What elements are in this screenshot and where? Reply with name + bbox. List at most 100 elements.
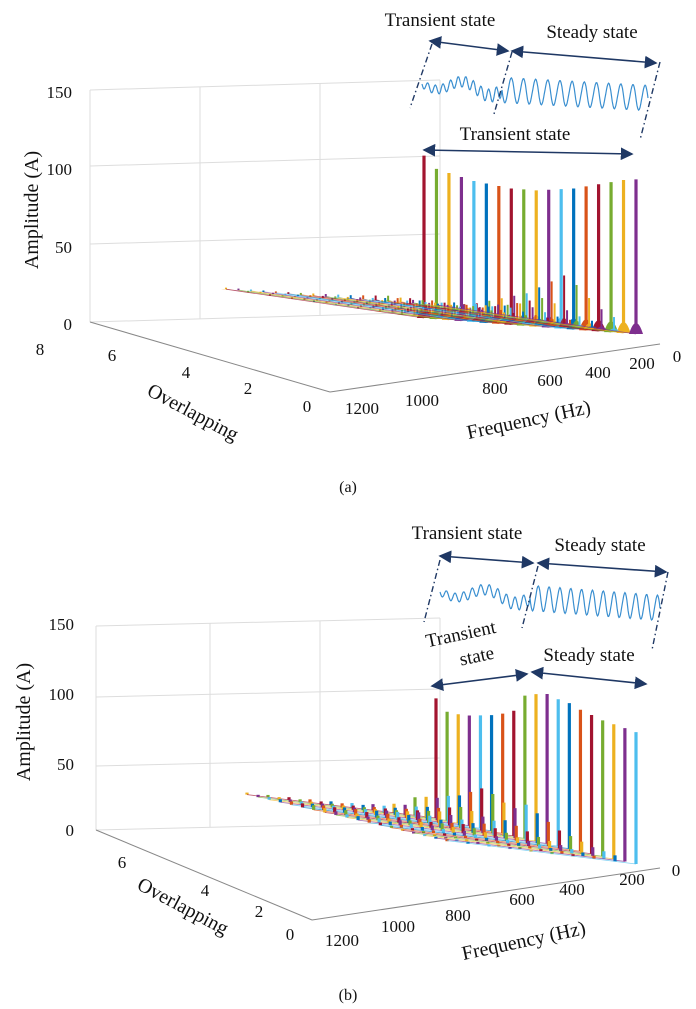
harmonic-bar (245, 792, 249, 795)
y-tick-label: 0 (286, 925, 295, 944)
harmonic-bar (350, 803, 354, 808)
harmonic-bar (462, 830, 466, 836)
harmonic-bar (299, 801, 303, 805)
waveform-steady (529, 585, 661, 621)
arrow-transient-spectrum (422, 143, 634, 161)
harmonic-bar (396, 811, 400, 821)
fundamental-skirt (616, 322, 631, 334)
x-tick-label: 600 (509, 890, 535, 909)
y-tick-label: 2 (244, 379, 253, 398)
harmonic-bar (505, 839, 510, 844)
spectrum-baseline (375, 300, 574, 330)
harmonic-bar (570, 849, 574, 854)
spectrum-stems-b (245, 693, 638, 865)
x-tick-label: 0 (673, 347, 682, 366)
grid-line (95, 757, 441, 767)
axis-line (89, 321, 331, 393)
axis-line (311, 867, 661, 921)
annotation-steady-top: Steady state (554, 535, 645, 556)
harmonic-bar (459, 806, 463, 829)
grid-line (89, 233, 441, 245)
spectrum-baseline (263, 291, 462, 322)
harmonic-bar (423, 834, 427, 837)
harmonic-bar (518, 846, 522, 849)
harmonic-bar (449, 814, 453, 829)
spectrum-baseline (350, 298, 549, 328)
harmonic-bar (468, 791, 473, 829)
harmonic-bar (472, 828, 476, 836)
x-axis-label: Frequency (Hz) (465, 396, 593, 444)
harmonic-bar (412, 831, 416, 834)
harmonic-bar (434, 836, 438, 839)
harmonic-bar (329, 801, 333, 805)
harmonic-skirt (333, 297, 344, 298)
harmonic-bar (484, 837, 489, 841)
harmonic-bar (515, 837, 520, 844)
harmonic-skirt (395, 301, 406, 303)
harmonic-bar (397, 817, 401, 823)
spectrum-baseline (338, 297, 537, 327)
harmonic-skirt (345, 298, 356, 299)
x-tick-label: 800 (482, 379, 508, 398)
z-tick-label: 100 (47, 160, 73, 179)
harmonic-bar (429, 821, 433, 828)
harmonic-bar (470, 811, 474, 831)
x-tick-label: 0 (672, 861, 681, 880)
harmonic-bar (475, 838, 479, 841)
harmonic-bar (309, 801, 313, 805)
harmonic-bar (266, 794, 270, 798)
harmonic-bar (568, 836, 573, 852)
z-axis-label: Amplitude (A) (21, 151, 43, 269)
spectrum-baseline (446, 840, 637, 865)
spectrum-stems-a (221, 155, 643, 335)
state-boundary (493, 51, 513, 115)
waveform-inset-b (423, 559, 669, 651)
harmonic-bar (528, 846, 532, 849)
harmonic-bar (451, 827, 455, 834)
waveform-transient (421, 76, 503, 103)
harmonic-bar (417, 812, 421, 823)
x-tick-label: 200 (619, 870, 645, 889)
arrow-steady-spectrum (530, 666, 648, 690)
harmonic-bar (491, 794, 495, 834)
arrow-transient-top (438, 550, 535, 569)
y-tick-label: 6 (108, 346, 117, 365)
harmonic-bar (334, 811, 338, 816)
grid-line (95, 688, 441, 698)
state-boundary (409, 43, 433, 109)
harmonic-bar (300, 803, 305, 808)
harmonic-bar (345, 814, 349, 818)
harmonic-bar (386, 813, 390, 821)
spectrum-baseline (275, 292, 474, 323)
harmonic-bar (546, 821, 550, 847)
harmonic-bar (450, 823, 454, 831)
annotation-transient-spectrum-line2: state (458, 643, 496, 671)
harmonic-bar (504, 832, 508, 841)
harmonic-bar (486, 841, 490, 844)
harmonic-bar (407, 815, 411, 823)
harmonic-bar (376, 815, 380, 821)
harmonic-bar (323, 808, 327, 813)
grid-line (89, 155, 441, 167)
harmonic-bar (503, 820, 507, 839)
harmonic-bar (289, 801, 294, 805)
spectrum-baseline (388, 301, 587, 331)
arrow-steady-top (536, 557, 668, 578)
state-boundary (521, 565, 539, 629)
fundamental-skirt (629, 323, 643, 334)
harmonic-bar (440, 823, 444, 831)
waveform-inset-a (409, 43, 661, 141)
harmonic-bar (399, 824, 403, 828)
harmonic-bar (517, 842, 521, 846)
waveform-steady (501, 77, 649, 111)
spectrum-baseline (425, 303, 624, 334)
harmonic-bar (312, 805, 316, 810)
harmonic-bar (550, 852, 554, 855)
z-tick-label: 50 (57, 755, 74, 774)
annotation-steady-top: Steady state (546, 22, 637, 43)
spectrum-baseline (400, 301, 599, 332)
harmonic-bar (493, 828, 497, 839)
harmonic-bar (592, 855, 596, 859)
harmonic-bar (538, 844, 542, 849)
harmonic-bar (419, 821, 423, 828)
